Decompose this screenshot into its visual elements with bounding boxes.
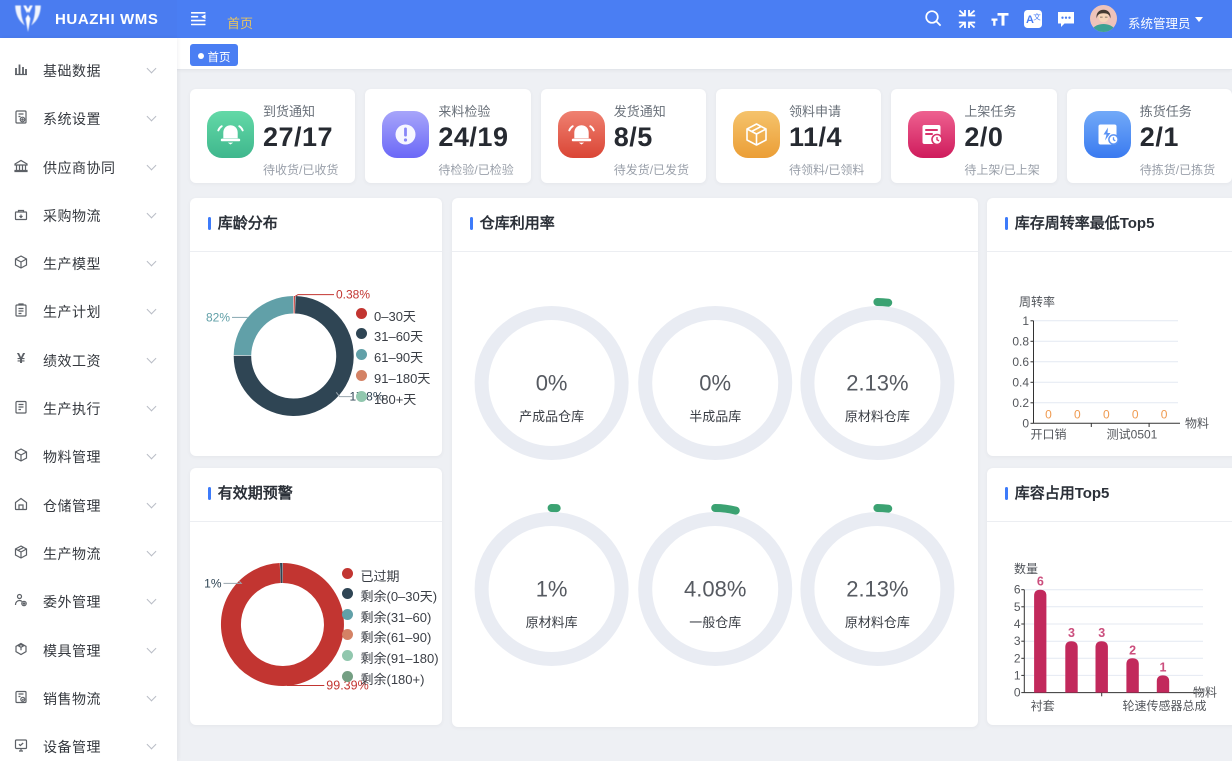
svg-text:衬套: 衬套 — [1031, 699, 1055, 713]
svg-text:5: 5 — [1014, 600, 1021, 614]
svg-text:0: 0 — [1045, 407, 1052, 421]
svg-text:1: 1 — [1022, 314, 1029, 328]
svg-text:物料: 物料 — [1185, 416, 1209, 430]
svg-text:2.13%: 2.13% — [846, 371, 908, 396]
svg-text:4: 4 — [1014, 617, 1021, 631]
svg-text:4.08%: 4.08% — [684, 577, 746, 602]
svg-text:0: 0 — [1103, 407, 1110, 421]
svg-text:6: 6 — [1037, 575, 1044, 589]
svg-text:半成品库: 半成品库 — [689, 409, 741, 424]
svg-text:0: 0 — [1132, 407, 1139, 421]
svg-text:3: 3 — [1098, 626, 1105, 640]
svg-text:0: 0 — [1074, 407, 1081, 421]
svg-text:开口销: 开口销 — [1030, 428, 1066, 442]
svg-text:2: 2 — [1014, 651, 1021, 665]
svg-text:3: 3 — [1068, 626, 1075, 640]
svg-text:测试0501: 测试0501 — [1107, 427, 1158, 442]
svg-text:0.8: 0.8 — [1012, 334, 1029, 348]
svg-text:周转率: 周转率 — [1019, 294, 1055, 309]
svg-text:数量: 数量 — [1014, 561, 1038, 576]
svg-text:2: 2 — [1129, 643, 1136, 657]
svg-text:0.6: 0.6 — [1012, 355, 1029, 369]
svg-text:一般仓库: 一般仓库 — [689, 615, 741, 630]
svg-text:0.2: 0.2 — [1012, 396, 1029, 410]
svg-text:1%: 1% — [536, 577, 568, 602]
svg-text:A: A — [1026, 14, 1034, 26]
svg-text:2.13%: 2.13% — [846, 577, 908, 602]
svg-text:0.38%: 0.38% — [336, 288, 370, 302]
svg-text:0: 0 — [1014, 686, 1021, 700]
svg-text:原材料仓库: 原材料仓库 — [845, 615, 910, 630]
svg-text:0%: 0% — [536, 371, 568, 396]
svg-text:原材料库: 原材料库 — [526, 615, 578, 630]
svg-text:0.4: 0.4 — [1012, 375, 1029, 389]
svg-text:1: 1 — [1160, 660, 1167, 674]
svg-text:产成品仓库: 产成品仓库 — [519, 409, 584, 424]
svg-text:原材料仓库: 原材料仓库 — [845, 409, 910, 424]
svg-text:1: 1 — [1014, 668, 1021, 682]
svg-text:82%: 82% — [206, 310, 230, 324]
svg-text:轮速传感器总成: 轮速传感器总成 — [1122, 698, 1206, 713]
svg-text:3: 3 — [1014, 634, 1021, 648]
svg-text:文: 文 — [1033, 12, 1041, 22]
svg-text:物料: 物料 — [1193, 686, 1217, 700]
svg-text:99.39%: 99.39% — [326, 679, 368, 693]
svg-text:1%: 1% — [204, 576, 222, 590]
svg-text:0: 0 — [1161, 407, 1168, 421]
svg-text:0: 0 — [1022, 416, 1029, 430]
svg-text:0%: 0% — [699, 371, 731, 396]
svg-text:6: 6 — [1014, 583, 1021, 597]
